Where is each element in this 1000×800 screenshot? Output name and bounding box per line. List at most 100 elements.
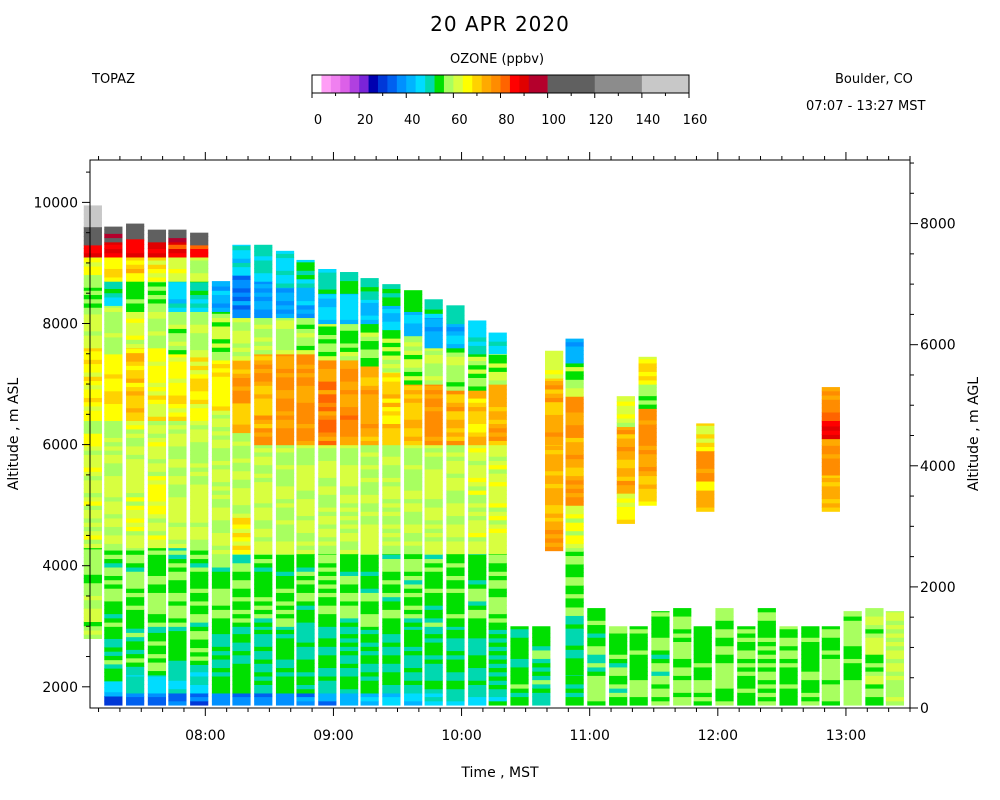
ozone-cell [104,668,123,673]
ozone-cell [275,353,295,357]
ozone-cell [190,571,209,576]
ozone-cell [446,423,465,429]
ozone-cell [211,654,231,660]
ozone-cell [532,645,551,651]
ozone-cell [382,536,401,542]
ozone-cell [488,671,507,677]
ozone-cell [616,433,635,439]
colorbar-bin [594,75,643,93]
ozone-cell [104,394,123,400]
ozone-cell [545,466,564,472]
ozone-cell [232,244,251,246]
ozone-cell [468,684,487,690]
profile-column [446,305,465,706]
ozone-cell [468,609,487,615]
ozone-cell [232,258,251,263]
ozone-cell [382,490,401,495]
ozone-cell [843,645,862,651]
ozone-cell [360,511,379,517]
ozone-cell [275,456,295,461]
ozone-cell [468,423,487,429]
ozone-cell [468,688,487,694]
ozone-cell [275,641,295,647]
ozone-cell [821,457,840,463]
ozone-cell [424,330,443,336]
ozone-cell [232,342,251,348]
ozone-cell [83,561,102,567]
ozone-cell [424,654,443,660]
profile-column [254,244,273,706]
ozone-cell [147,522,167,527]
colorbar-bin [312,75,322,93]
ozone-cell [232,646,251,652]
ozone-cell [609,632,628,638]
ozone-cell [190,526,209,532]
ozone-cell [83,509,102,515]
ozone-cell [232,519,251,525]
ozone-cell [275,536,295,542]
ozone-cell [715,679,734,685]
profile-column [865,608,884,706]
ozone-cell [382,363,401,369]
ozone-cell [779,632,798,638]
ozone-cell [468,390,487,395]
ozone-cell [254,410,273,416]
ozone-cell [865,683,884,689]
ozone-cell [545,414,564,416]
ozone-cell [545,380,564,386]
ozone-cell [83,608,102,610]
ozone-cell [757,671,776,676]
ozone-cell [424,431,443,437]
ozone-cell [468,596,487,602]
ozone-cell [318,515,337,521]
ozone-cell [147,348,167,354]
ozone-cell [318,368,337,374]
ozone-cell [865,666,884,672]
ozone-cell [609,626,628,630]
ozone-cell [83,475,102,481]
ozone-cell [147,302,167,308]
ozone-cell [404,692,423,698]
ozone-cell [340,650,359,656]
ozone-cell [382,515,401,521]
ozone-cell [254,456,273,461]
ozone-cell [532,696,551,702]
ozone-cell [801,628,820,634]
ozone-cell [126,645,145,650]
ozone-cell [211,376,231,382]
ozone-cell [232,428,251,434]
profile-column [821,626,840,706]
ozone-cell [821,658,840,664]
ozone-cell [360,553,379,555]
ozone-cell [296,583,315,589]
ozone-cell [885,632,905,638]
ozone-cell [275,680,295,685]
ozone-cell [865,637,884,642]
ozone-cell [424,667,443,673]
ozone-cell [843,641,862,647]
ozone-cell [801,692,820,698]
ozone-cell [83,471,102,477]
ozone-cell [318,600,337,606]
ozone-cell [616,502,635,507]
ozone-cell [254,629,273,635]
ozone-cell [488,684,507,690]
ozone-cell [340,688,359,694]
ozone-cell [126,653,145,659]
ozone-cell [360,579,379,585]
ozone-cell [147,428,167,434]
ozone-cell [340,372,359,378]
ozone-cell [404,350,423,355]
ozone-cell [126,394,145,400]
ozone-cell [382,583,401,589]
ozone-cell [340,355,359,361]
ozone-cell [673,620,692,626]
ozone-cell [565,563,584,569]
ozone-cell [147,632,167,638]
ozone-cell [254,684,273,690]
ozone-cell [865,700,884,706]
ozone-cell [254,583,273,589]
ozone-cell [168,328,187,334]
ozone-cell [340,498,359,504]
ozone-cell [254,317,273,321]
